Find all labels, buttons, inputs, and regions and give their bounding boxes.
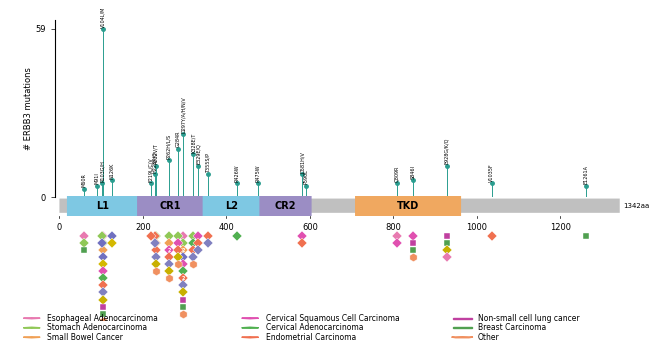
- Text: 1342aa: 1342aa: [623, 203, 649, 209]
- Text: P590L: P590L: [304, 170, 308, 184]
- Text: F219L/C/V: F219L/C/V: [148, 157, 153, 182]
- FancyBboxPatch shape: [67, 156, 138, 256]
- Text: L1: L1: [96, 201, 109, 211]
- Polygon shape: [452, 337, 473, 338]
- Text: Esophageal Adenocarcinoma: Esophageal Adenocarcinoma: [47, 314, 158, 323]
- Polygon shape: [453, 318, 472, 319]
- Text: M91I: M91I: [95, 172, 100, 184]
- Text: Endometrial Carcinoma: Endometrial Carcinoma: [266, 333, 356, 340]
- Text: D297Y/A/H/N/V: D297Y/A/H/N/V: [181, 96, 186, 133]
- Text: E928G/K/Q: E928G/K/Q: [445, 138, 449, 165]
- Text: V1035F: V1035F: [489, 163, 494, 182]
- Text: M60R: M60R: [82, 173, 87, 187]
- Text: 2: 2: [182, 276, 185, 281]
- Text: 2: 2: [167, 248, 170, 253]
- Text: CR1: CR1: [160, 201, 181, 211]
- Polygon shape: [242, 337, 259, 338]
- Text: E329E/Q: E329E/Q: [196, 143, 201, 165]
- Text: 1000: 1000: [467, 223, 488, 232]
- Polygon shape: [23, 337, 40, 338]
- Text: Small Bowel Cancer: Small Bowel Cancer: [47, 333, 124, 340]
- FancyBboxPatch shape: [59, 199, 619, 213]
- FancyBboxPatch shape: [203, 156, 261, 256]
- Text: T355S/P: T355S/P: [205, 153, 210, 173]
- Text: K328E/T: K328E/T: [190, 133, 196, 153]
- Text: P262H/L/S: P262H/L/S: [166, 134, 172, 159]
- Text: 400: 400: [218, 223, 234, 232]
- Text: TKD: TKD: [397, 201, 419, 211]
- Polygon shape: [453, 327, 472, 328]
- Text: R103G/H: R103G/H: [100, 160, 105, 182]
- Text: Breast Carcinoma: Breast Carcinoma: [478, 323, 546, 332]
- Text: 800: 800: [385, 223, 402, 232]
- Text: 2: 2: [182, 248, 185, 253]
- Text: 1200: 1200: [550, 223, 571, 232]
- Text: 0: 0: [57, 223, 62, 232]
- Text: E1261A: E1261A: [584, 165, 588, 184]
- Text: V104L/M: V104L/M: [100, 6, 105, 28]
- Polygon shape: [242, 318, 259, 319]
- Y-axis label: # ERBB3 mutations: # ERBB3 mutations: [24, 67, 33, 150]
- Text: Other: Other: [478, 333, 500, 340]
- Text: G284R: G284R: [176, 131, 181, 147]
- Text: A232V/T: A232V/T: [154, 144, 159, 165]
- Text: D581H/V: D581H/V: [300, 151, 304, 173]
- Text: 600: 600: [302, 223, 318, 232]
- Text: Cervical Squamous Cell Carcinoma: Cervical Squamous Cell Carcinoma: [266, 314, 400, 323]
- Text: R426W: R426W: [235, 164, 240, 182]
- Polygon shape: [23, 327, 40, 328]
- Text: R475W: R475W: [255, 164, 260, 182]
- Polygon shape: [23, 318, 40, 319]
- FancyBboxPatch shape: [259, 156, 311, 256]
- Polygon shape: [242, 327, 259, 328]
- Text: Non-small cell lung cancer: Non-small cell lung cancer: [478, 314, 580, 323]
- Text: 200: 200: [135, 223, 151, 232]
- FancyBboxPatch shape: [137, 156, 204, 256]
- Text: CR2: CR2: [275, 201, 296, 211]
- Text: Q809R: Q809R: [395, 165, 400, 182]
- Text: S846I: S846I: [410, 165, 415, 178]
- Text: N126K: N126K: [110, 162, 114, 179]
- FancyBboxPatch shape: [355, 156, 461, 256]
- Text: Stomach Adenocarcinoma: Stomach Adenocarcinoma: [47, 323, 148, 332]
- Text: H228R/Q: H228R/Q: [152, 151, 157, 173]
- Text: Cervical Adenocarcinoma: Cervical Adenocarcinoma: [266, 323, 363, 332]
- Text: L2: L2: [226, 201, 239, 211]
